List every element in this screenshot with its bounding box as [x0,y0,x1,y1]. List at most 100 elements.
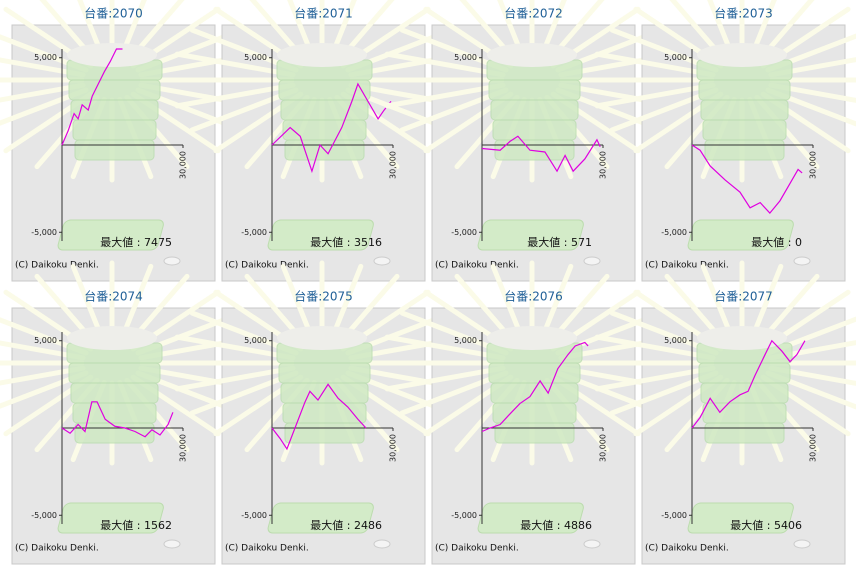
decoration-coin [373,256,391,266]
decoration-ray [384,51,506,78]
decoration-tray [57,219,164,251]
decoration-box [704,139,785,161]
decoration-ray [0,365,86,386]
panel-title: 台番:2072 [504,6,563,21]
data-line [481,341,589,433]
annotation: 最大値 : 3516 [310,235,382,249]
panel: 5,000 -5,000 30,000 最大値 : 0 (C) Daikoku Denk… [589,0,856,282]
x-tick-label: 30,000 [179,434,188,462]
y-tick-label: -5,000 [451,511,477,520]
panel-title: 台番:2075 [294,289,353,304]
copyright: (C) Daikoku Denki. [435,544,519,554]
y-tick-label: 5,000 [34,336,57,345]
decoration-tray [477,502,584,534]
decoration-top [67,326,157,350]
decoration-ray [0,82,86,103]
panel-title: 台番:2070 [84,6,143,21]
decoration-ray [384,82,506,109]
decoration-ray [0,57,86,78]
panel-title: 台番:2071 [294,6,353,21]
data-line [271,82,392,174]
decoration-top [487,326,577,350]
decoration-ray [174,82,296,109]
annotation: 最大値 : 7475 [100,235,172,249]
decoration-ray [174,51,296,78]
data-line [691,144,803,214]
x-tick-label: 30,000 [599,434,608,462]
decoration-ray [594,365,716,392]
decoration-box [70,382,159,404]
decoration-box [74,139,155,161]
decoration-box [70,99,159,121]
y-tick-label: 5,000 [664,336,687,345]
annotation: 最大値 : 5406 [730,518,802,532]
panel-title: 台番:2076 [504,289,563,304]
panel: 5,000 -5,000 30,000 最大値 : 2486 (C) Daikoku D… [169,260,475,565]
x-tick-label: 30,000 [389,151,398,179]
y-tick-label: -5,000 [241,511,267,520]
y-tick-label: 5,000 [664,53,687,62]
decoration-top [277,326,367,350]
decoration-coin [793,539,811,549]
y-tick-label: -5,000 [241,228,267,237]
decoration-box [282,119,367,141]
panel: 5,000 -5,000 30,000 最大値 : 1562 (C) Daikoku D… [0,260,265,565]
decoration-tray [267,219,374,251]
annotation: 最大値 : 2486 [310,518,382,532]
decoration-box [704,422,785,444]
decoration-coin [373,539,391,549]
decoration-box [72,402,157,424]
decoration-box [494,139,575,161]
data-line [691,339,806,429]
annotation: 最大値 : 571 [527,235,592,249]
decoration-top [697,326,787,350]
y-tick-label: 5,000 [244,53,267,62]
decoration-ray [0,340,86,361]
decoration-ray [594,334,716,361]
annotation: 最大値 : 0 [751,235,802,249]
decoration-top [67,43,157,67]
y-tick-label: 5,000 [454,53,477,62]
decoration-box [494,422,575,444]
decoration-box [280,99,369,121]
decoration-coin [163,539,181,549]
copyright: (C) Daikoku Denki. [435,261,519,271]
copyright: (C) Daikoku Denki. [225,261,309,271]
decoration-box [488,362,581,384]
data-line [61,401,174,438]
decoration-box [700,99,789,121]
decoration-tray [267,502,374,534]
copyright: (C) Daikoku Denki. [15,261,99,271]
decoration-ray [174,334,296,361]
decoration-box [72,119,157,141]
decoration-box [282,402,367,424]
decoration-tray [57,502,164,534]
data-line [481,135,601,173]
y-tick-label: -5,000 [451,228,477,237]
y-tick-label: 5,000 [244,336,267,345]
decoration-box [278,362,371,384]
copyright: (C) Daikoku Denki. [15,544,99,554]
y-tick-label: -5,000 [661,511,687,520]
decoration-coin [163,256,181,266]
copyright: (C) Daikoku Denki. [645,544,729,554]
decoration-top [487,43,577,67]
decoration-coin [583,539,601,549]
decoration-box [492,119,577,141]
panel-title: 台番:2074 [84,289,143,304]
copyright: (C) Daikoku Denki. [225,544,309,554]
y-tick-label: 5,000 [454,336,477,345]
y-tick-label: -5,000 [661,228,687,237]
panel: 5,000 -5,000 30,000 最大値 : 5406 (C) Daikoku D… [589,260,856,565]
decoration-ray [174,365,296,392]
decoration-box [490,382,579,404]
decoration-coin [793,256,811,266]
decoration-ray [594,82,716,109]
decoration-box [698,362,791,384]
copyright: (C) Daikoku Denki. [645,261,729,271]
decoration-box [492,402,577,424]
y-tick-label: 5,000 [34,53,57,62]
decoration-tray [477,219,584,251]
x-tick-label: 30,000 [389,434,398,462]
